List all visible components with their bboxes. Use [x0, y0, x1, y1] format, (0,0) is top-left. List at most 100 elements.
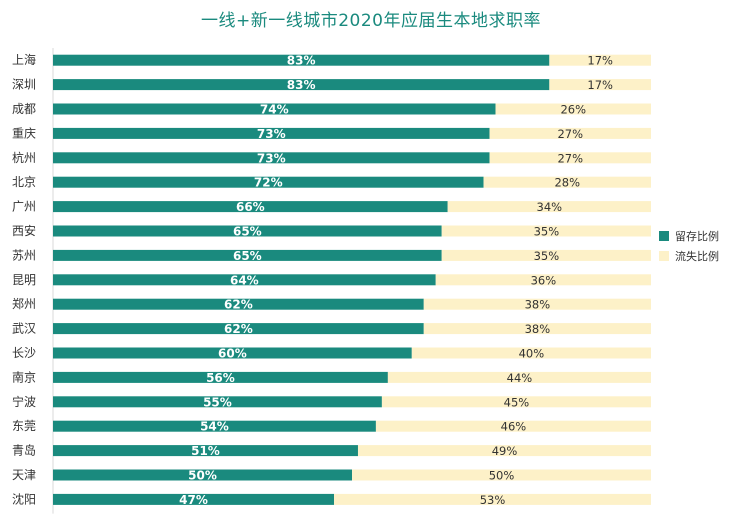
- data-label-loss: 17%: [587, 78, 613, 92]
- data-label-loss: 44%: [507, 371, 533, 385]
- bar-loss: [489, 127, 651, 139]
- data-label-retain: 74%: [260, 103, 289, 117]
- data-label-loss: 27%: [557, 127, 583, 141]
- data-label-retain: 65%: [233, 249, 262, 263]
- data-label-loss: 49%: [492, 444, 518, 458]
- category-label: 宁波: [12, 394, 36, 409]
- bar-loss: [435, 274, 651, 286]
- category-label: 武汉: [12, 322, 36, 336]
- data-label-loss: 35%: [534, 249, 560, 263]
- data-label-retain: 64%: [230, 273, 259, 287]
- data-label-retain: 60%: [218, 347, 247, 361]
- bar-retain: [53, 79, 550, 91]
- category-label: 昆明: [12, 273, 36, 287]
- bar-retain: [53, 469, 352, 481]
- bar-loss: [441, 249, 651, 261]
- bar-loss: [483, 176, 651, 188]
- bar-loss: [495, 103, 651, 115]
- bar-retain: [53, 274, 436, 286]
- data-label-loss: 34%: [537, 200, 563, 214]
- bar-loss: [352, 469, 651, 481]
- category-label: 广州: [12, 200, 36, 214]
- data-label-loss: 28%: [554, 176, 580, 190]
- data-label-retain: 47%: [179, 493, 208, 507]
- bar-loss: [549, 79, 651, 91]
- bar-loss: [423, 298, 651, 310]
- legend-item-loss: 流失比例: [659, 246, 719, 266]
- category-label: 杭州: [12, 150, 36, 165]
- data-label-retain: 55%: [203, 395, 232, 409]
- data-label-loss: 46%: [501, 420, 527, 434]
- bar-loss: [387, 371, 651, 383]
- data-label-loss: 36%: [531, 273, 557, 287]
- bar-retain: [53, 493, 335, 505]
- bar-retain: [53, 249, 442, 261]
- bar-retain: [53, 298, 424, 310]
- data-label-retain: 50%: [188, 469, 217, 483]
- bar-loss: [423, 323, 651, 335]
- bar-loss: [381, 396, 651, 408]
- data-label-retain: 66%: [236, 200, 265, 214]
- category-label: 上海: [12, 52, 36, 67]
- bar-retain: [53, 445, 358, 457]
- bar-retain: [53, 127, 490, 139]
- legend-label-loss: 流失比例: [675, 250, 719, 263]
- data-label-loss: 17%: [587, 54, 613, 68]
- data-label-retain: 62%: [224, 322, 253, 336]
- data-label-retain: 72%: [254, 176, 283, 190]
- data-label-loss: 40%: [519, 347, 545, 361]
- legend-swatch-retain: [659, 231, 669, 241]
- data-label-loss: 26%: [560, 103, 586, 117]
- bar-retain: [53, 323, 424, 335]
- data-label-retain: 73%: [257, 127, 286, 141]
- bar-retain: [53, 152, 490, 164]
- category-label: 沈阳: [12, 491, 36, 506]
- bar-loss: [375, 420, 651, 432]
- bar-loss: [447, 201, 651, 213]
- bar-loss: [357, 445, 651, 457]
- data-label-retain: 51%: [191, 444, 220, 458]
- legend-swatch-loss: [659, 251, 669, 261]
- chart-title: 一线+新一线城市2020年应届生本地求职率: [200, 11, 541, 31]
- data-label-retain: 65%: [233, 225, 262, 239]
- category-label: 长沙: [12, 346, 36, 360]
- bar-retain: [53, 54, 550, 66]
- bar-retain: [53, 420, 376, 432]
- category-label: 苏州: [12, 248, 36, 262]
- data-label-retain: 62%: [224, 298, 253, 312]
- category-label: 青岛: [12, 443, 36, 458]
- bar-loss: [411, 347, 651, 359]
- category-label: 重庆: [12, 126, 36, 140]
- bar-loss: [334, 493, 651, 505]
- data-label-loss: 53%: [480, 493, 506, 507]
- category-label: 西安: [12, 223, 36, 238]
- bar-retain: [53, 201, 448, 213]
- category-label: 北京: [12, 175, 36, 189]
- data-label-retain: 73%: [257, 151, 286, 165]
- data-label-loss: 38%: [525, 322, 551, 336]
- bar-loss: [549, 54, 651, 66]
- data-label-retain: 83%: [287, 78, 316, 92]
- category-label: 南京: [12, 369, 36, 384]
- category-label: 东莞: [12, 419, 36, 433]
- bar-retain: [53, 347, 412, 359]
- category-label: 郑州: [12, 296, 36, 311]
- data-label-retain: 83%: [287, 54, 316, 68]
- data-label-loss: 27%: [557, 151, 583, 165]
- bar-retain: [53, 103, 496, 115]
- data-label-retain: 56%: [206, 371, 235, 385]
- category-label: 成都: [12, 102, 36, 116]
- bar-loss: [489, 152, 651, 164]
- legend-item-retain: 留存比例: [659, 226, 719, 246]
- bar-retain: [53, 371, 388, 383]
- legend: 留存比例 流失比例: [659, 226, 719, 266]
- bar-retain: [53, 396, 382, 408]
- category-label: 深圳: [12, 78, 36, 92]
- data-label-loss: 50%: [489, 469, 515, 483]
- data-label-loss: 38%: [525, 298, 551, 312]
- category-label: 天津: [12, 468, 36, 482]
- bar-retain: [53, 225, 442, 237]
- data-label-loss: 45%: [504, 395, 530, 409]
- bar-loss: [441, 225, 651, 237]
- data-label-retain: 54%: [200, 420, 229, 434]
